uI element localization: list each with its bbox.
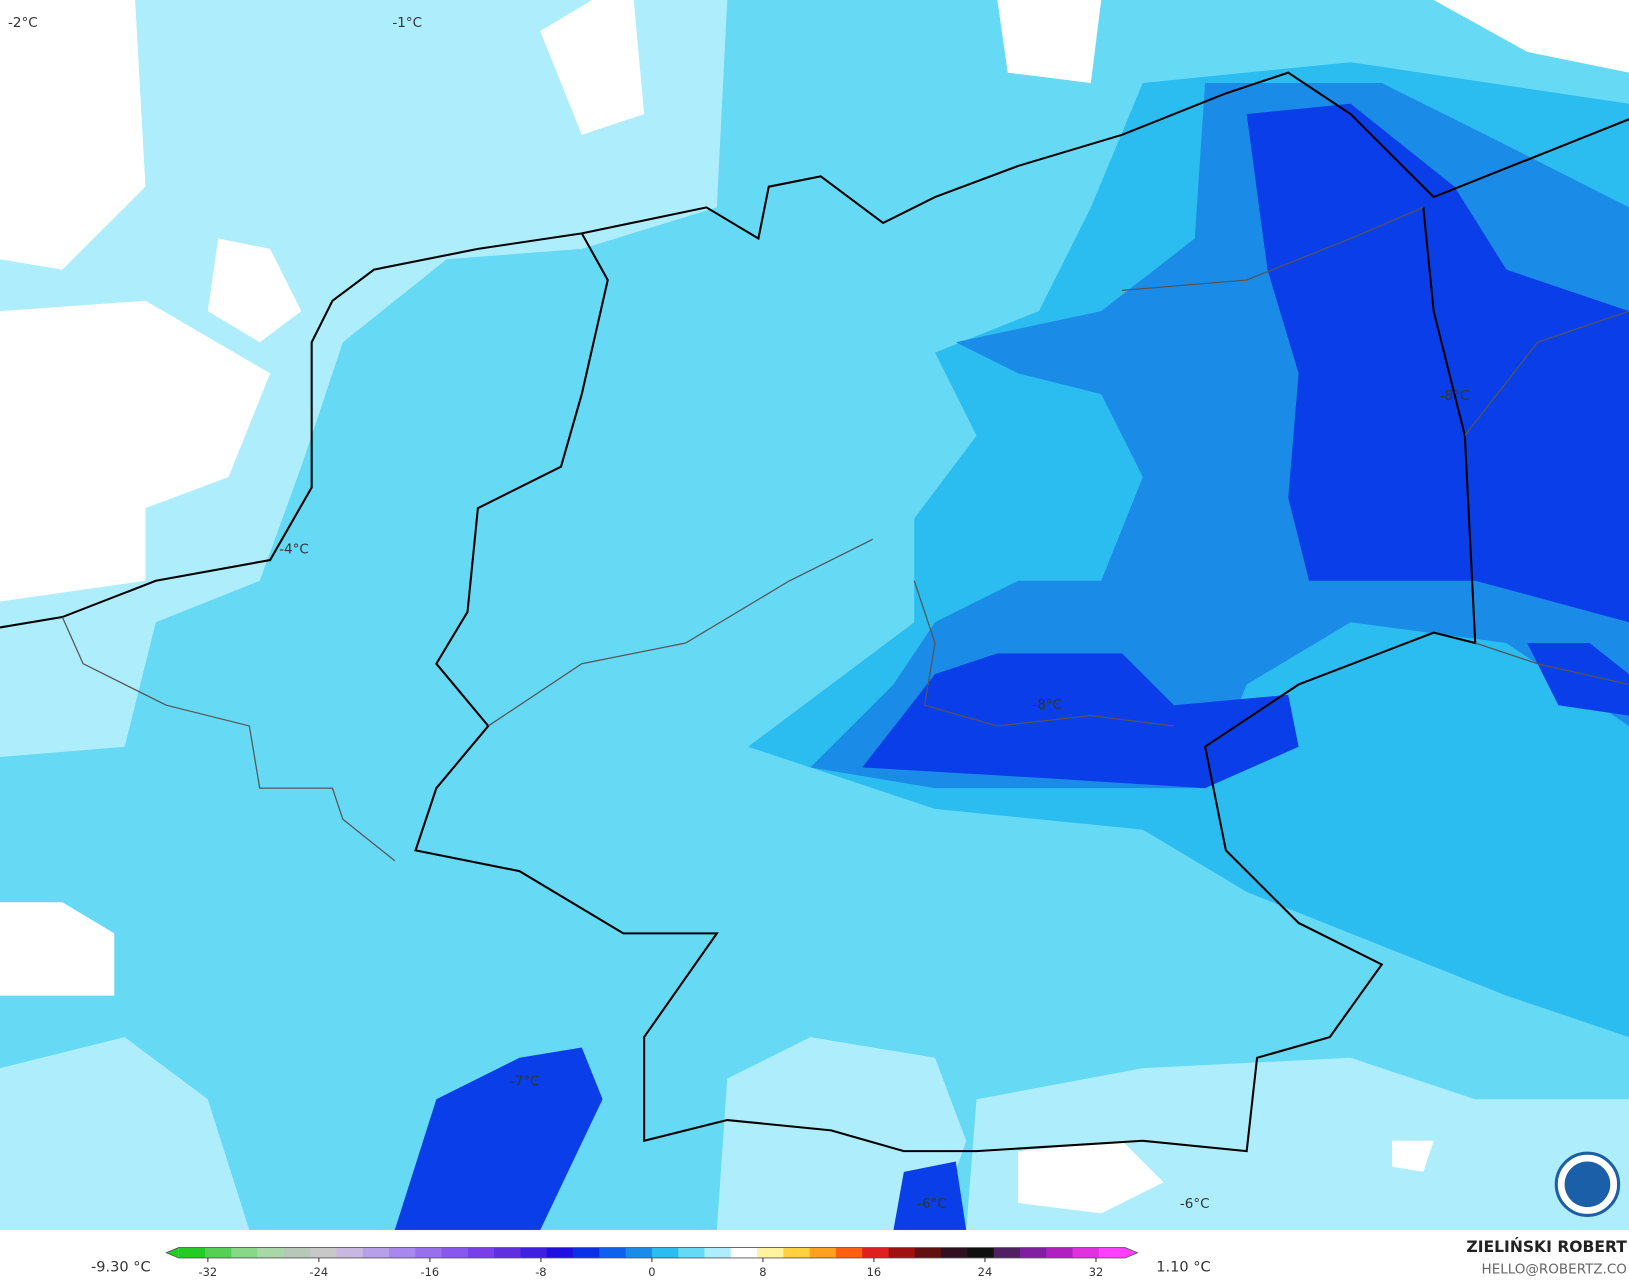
colorbar-swatch xyxy=(231,1247,259,1258)
temperature-label: -2°C xyxy=(8,15,38,31)
colorbar: -32 -24 -16 -8 0 8 16 24 32 xyxy=(165,1247,1139,1279)
colorbar-swatch xyxy=(1019,1247,1047,1258)
colorbar-tick-label: -8 xyxy=(535,1265,546,1279)
colorbar-tick-label: -16 xyxy=(421,1265,440,1279)
colorbar-swatch xyxy=(336,1247,364,1258)
colorbar-swatch xyxy=(993,1247,1021,1258)
colorbar-swatch xyxy=(441,1247,469,1258)
noaa-logo xyxy=(1554,1151,1621,1217)
colorbar-tick-label: 8 xyxy=(759,1265,766,1279)
colorbar-end-low xyxy=(166,1247,179,1258)
colorbar-swatch xyxy=(625,1247,653,1258)
colorbar-tick-label: 16 xyxy=(867,1265,882,1279)
colorbar-tick-label: -24 xyxy=(310,1265,329,1279)
temperature-label: -8°C xyxy=(1440,388,1470,404)
colorbar-swatch xyxy=(809,1247,837,1258)
temperature-label: -8°C xyxy=(1032,697,1062,713)
colorbar-swatch xyxy=(704,1247,732,1258)
colorbar-tick-label: 32 xyxy=(1089,1265,1104,1279)
credit-email: HELLO@ROBERTZ.CO xyxy=(1482,1261,1627,1277)
field-white-south xyxy=(1018,1140,1434,1214)
colorbar-swatch xyxy=(310,1247,337,1258)
colorbar-swatch xyxy=(783,1247,811,1258)
colorbar-max: 1.10 °C xyxy=(1156,1259,1210,1275)
temperature-label: -6°C xyxy=(1180,1196,1210,1212)
colorbar-tick-label: -32 xyxy=(199,1265,218,1279)
colorbar-min: -9.30 °C xyxy=(91,1259,151,1275)
colorbar-swatch xyxy=(941,1247,968,1258)
colorbar-swatch xyxy=(914,1247,942,1258)
credit-name: ZIELIŃSKI ROBERT xyxy=(1466,1237,1627,1256)
colorbar-swatch xyxy=(520,1247,548,1258)
temperature-field xyxy=(0,0,1629,1230)
colorbar-swatch xyxy=(467,1247,495,1258)
colorbar-swatch xyxy=(283,1247,311,1258)
colorbar-swatch xyxy=(494,1247,521,1258)
field-cold-light xyxy=(0,0,728,758)
borders xyxy=(0,71,1629,1153)
colorbar-outline xyxy=(165,1247,1139,1259)
temperature-label: -6°C xyxy=(917,1196,947,1212)
field-cold-light-south xyxy=(0,1037,1629,1230)
temperature-label: -4°C xyxy=(279,542,309,558)
region-border xyxy=(61,206,1629,862)
colorbar-swatch xyxy=(1098,1247,1126,1258)
colorbar-swatch xyxy=(757,1247,784,1258)
colorbar-swatch xyxy=(389,1247,416,1258)
colorbar-swatch xyxy=(835,1247,863,1258)
colorbar-swatch xyxy=(888,1247,916,1258)
colorbar-swatch xyxy=(362,1247,390,1258)
colorbar-swatch xyxy=(573,1247,600,1258)
temperature-label: -7°C xyxy=(510,1074,540,1090)
colorbar-swatch xyxy=(862,1247,890,1258)
colorbar-swatch xyxy=(415,1247,443,1258)
colorbar-swatch xyxy=(599,1247,627,1258)
colorbar-tick-label: 0 xyxy=(648,1265,655,1279)
colorbar-swatch xyxy=(1072,1247,1100,1258)
map-labels: -2°C -1°C -4°C -8°C -8°C -7°C -6°C -6°C xyxy=(8,15,1469,1212)
colorbar-swatch xyxy=(1046,1247,1074,1258)
colorbar-swatch xyxy=(546,1247,574,1258)
colorbar-tick-label: 24 xyxy=(978,1265,993,1279)
field-coldest xyxy=(394,103,1629,1230)
temperature-label: -1°C xyxy=(392,15,422,31)
coastline xyxy=(0,71,1629,629)
colorbar-end-high xyxy=(1125,1247,1138,1258)
colorbar-swatch xyxy=(651,1247,679,1258)
colorbar-swatch xyxy=(257,1247,285,1258)
country-border xyxy=(414,207,1477,1153)
footer xyxy=(0,1229,1629,1287)
colorbar-swatch xyxy=(204,1247,232,1258)
colorbar-swatch xyxy=(178,1247,206,1258)
colorbar-swatch xyxy=(678,1247,706,1258)
colorbar-swatch xyxy=(967,1247,995,1258)
logo-core xyxy=(1564,1161,1611,1208)
colorbar-swatch xyxy=(730,1247,758,1258)
